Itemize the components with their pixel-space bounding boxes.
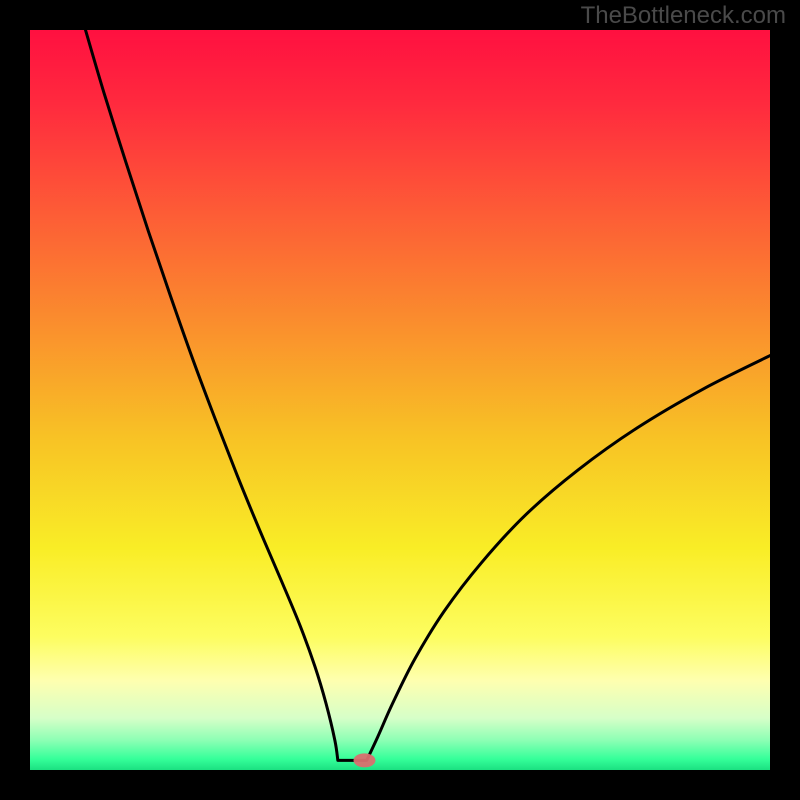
gradient-background [30,30,770,770]
plot-area [30,30,770,770]
optimal-point-marker [353,753,375,767]
chart-container: TheBottleneck.com [0,0,800,800]
watermark-text: TheBottleneck.com [581,2,786,30]
plot-svg [30,30,770,770]
